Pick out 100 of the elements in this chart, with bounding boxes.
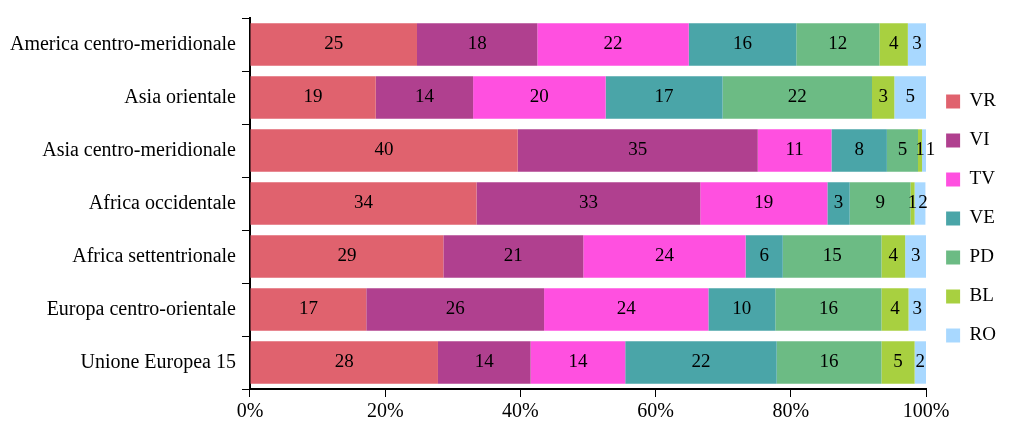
- data-label: 14: [474, 350, 495, 372]
- bar: [250, 341, 438, 384]
- legend-label: VR: [969, 89, 997, 111]
- bar: [722, 76, 873, 119]
- bar: [879, 23, 908, 66]
- bar: [881, 341, 915, 384]
- data-label: 19: [754, 191, 774, 213]
- data-label: 29: [337, 244, 357, 266]
- data-label: 33: [578, 191, 598, 213]
- data-label: 1: [925, 138, 936, 160]
- data-label: 21: [503, 244, 523, 266]
- bar: [366, 288, 545, 331]
- data-label: 9: [875, 191, 885, 213]
- bar: [908, 288, 927, 331]
- bar: [530, 341, 626, 384]
- data-label: 3: [912, 32, 922, 54]
- bar: [907, 23, 927, 66]
- data-label: 14: [568, 350, 588, 372]
- bar: [886, 129, 918, 172]
- data-label: 10: [732, 297, 752, 319]
- data-label: 22: [691, 350, 711, 372]
- bar: [250, 182, 477, 225]
- y-tick-label: Unione Europea 15: [80, 349, 236, 373]
- data-label: 34: [353, 191, 374, 213]
- bar: [544, 288, 709, 331]
- data-label: 11: [785, 138, 804, 160]
- bar: [922, 129, 927, 172]
- bar: [775, 288, 882, 331]
- data-label: 28: [334, 350, 354, 372]
- legend-label: VE: [969, 206, 995, 228]
- bar: [375, 76, 474, 119]
- legend-label: PD: [969, 245, 994, 267]
- bar: [443, 235, 584, 278]
- data-label: 17: [298, 297, 318, 319]
- bar: [250, 23, 417, 66]
- legend-label: TV: [969, 167, 996, 189]
- bar: [745, 235, 783, 278]
- y-tick-label: America centro-meridionale: [10, 31, 237, 54]
- y-tick-label: Asia centro-meridionale: [42, 137, 237, 160]
- data-label: 3: [912, 297, 923, 319]
- bar: [625, 341, 777, 384]
- data-label: 18: [467, 32, 487, 54]
- bar: [473, 76, 606, 119]
- bar: [605, 76, 723, 119]
- data-label: 12: [828, 32, 848, 54]
- data-label: 14: [414, 85, 435, 107]
- x-tick-label: 60%: [637, 399, 674, 422]
- bar: [905, 235, 927, 278]
- bar: [708, 288, 776, 331]
- data-label: 25: [324, 32, 344, 54]
- bar: [250, 76, 376, 119]
- data-label: 8: [854, 138, 864, 160]
- data-label: 3: [878, 85, 888, 107]
- data-label: 20: [529, 85, 549, 107]
- data-label: 3: [910, 244, 921, 266]
- bar: [831, 129, 887, 172]
- bar: [881, 288, 909, 331]
- bar: [782, 235, 882, 278]
- data-label: 4: [888, 244, 899, 266]
- data-label: 24: [616, 297, 637, 319]
- y-tick-label: Africa occidentale: [88, 190, 237, 213]
- x-tick-label: 0%: [236, 399, 264, 422]
- data-label: 6: [759, 244, 769, 266]
- data-label: 3: [833, 191, 844, 213]
- legend-label: RO: [969, 323, 997, 345]
- bar: [849, 182, 911, 225]
- bar: [872, 76, 895, 119]
- data-label: 35: [628, 138, 648, 160]
- data-label: 4: [890, 297, 901, 319]
- bar: [881, 235, 906, 278]
- data-label: 2: [918, 191, 928, 213]
- data-label: 40: [374, 138, 394, 160]
- bar: [700, 182, 828, 225]
- x-tick-label: 100%: [902, 399, 950, 422]
- bar: [417, 23, 538, 66]
- bar: [517, 129, 758, 172]
- bar: [757, 129, 832, 172]
- x-tick-label: 40%: [502, 399, 539, 422]
- bar: [250, 129, 518, 172]
- data-label: 16: [819, 350, 839, 372]
- data-label: 24: [654, 244, 675, 266]
- bar: [688, 23, 797, 66]
- bar: [583, 235, 746, 278]
- data-label: 5: [897, 138, 908, 160]
- data-label: 16: [733, 32, 753, 54]
- legend-label: BL: [969, 284, 994, 306]
- data-label: 22: [603, 32, 623, 54]
- data-label: 16: [818, 297, 838, 319]
- bar: [796, 23, 880, 66]
- data-label: 15: [822, 244, 842, 266]
- bar: [894, 76, 927, 119]
- bar: [776, 341, 882, 384]
- bar: [250, 288, 367, 331]
- data-label: 17: [654, 85, 674, 107]
- bar: [827, 182, 850, 225]
- bar: [250, 235, 444, 278]
- data-label: 19: [303, 85, 323, 107]
- data-label: 22: [787, 85, 807, 107]
- x-tick-label: 80%: [772, 399, 810, 422]
- y-tick-label: Asia orientale: [124, 84, 237, 107]
